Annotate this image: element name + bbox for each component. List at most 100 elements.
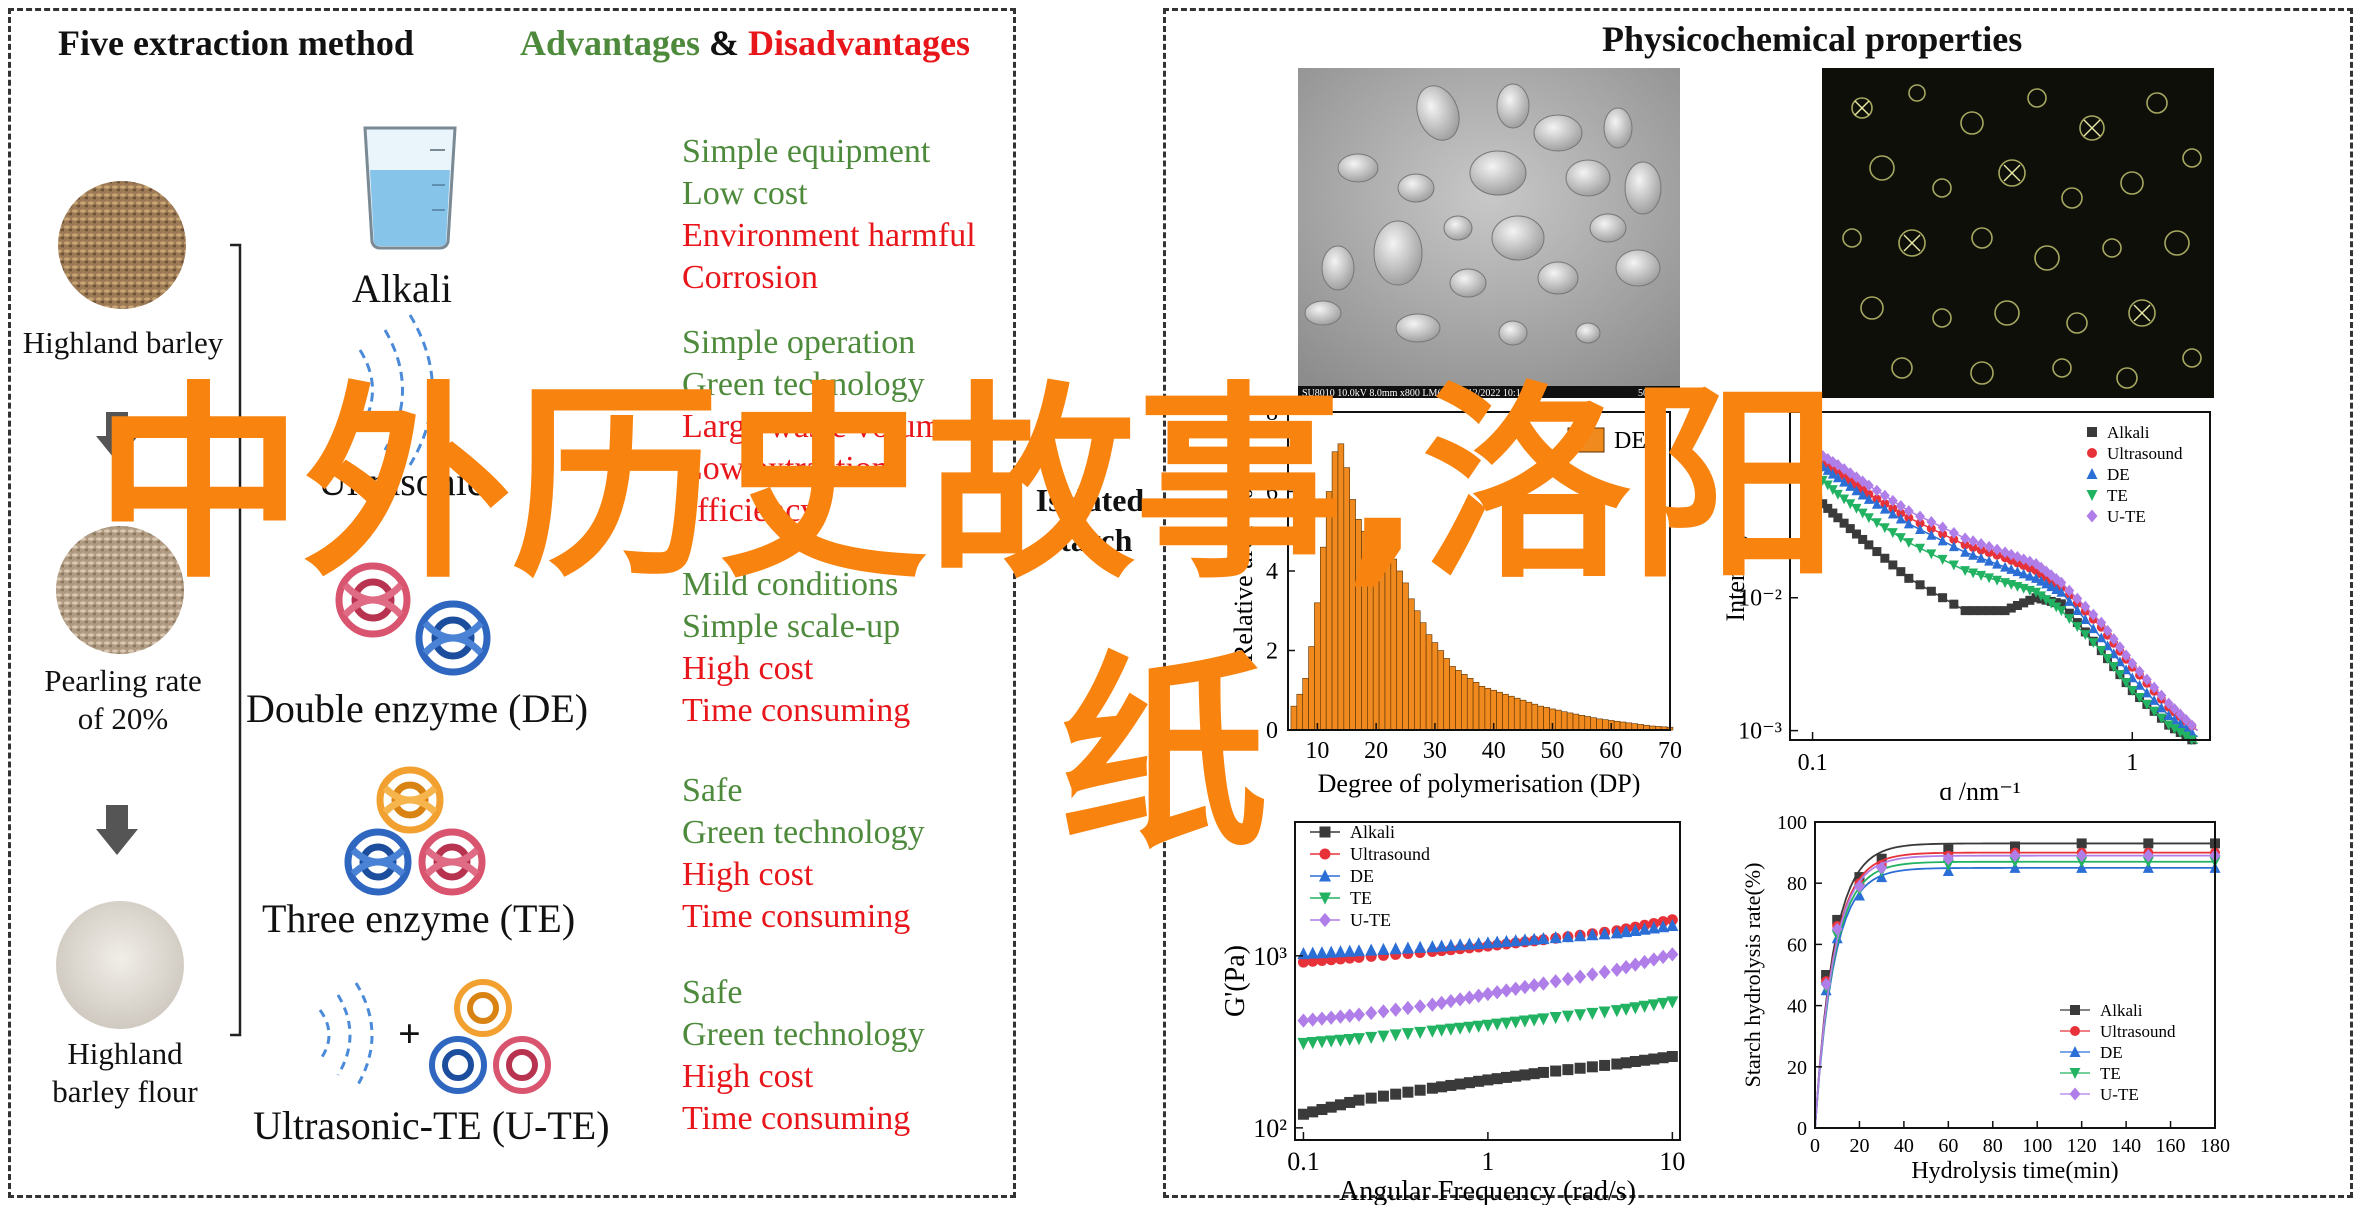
legend-label: TE xyxy=(2107,486,2128,505)
x-tick-label: 120 xyxy=(2067,1135,2097,1157)
saxs-point xyxy=(2096,616,2107,629)
saxs-point xyxy=(1984,548,1994,558)
saxs-point xyxy=(2041,578,2052,589)
saxs-point xyxy=(1871,518,1882,529)
rheology-point xyxy=(1518,933,1531,946)
rheology-point xyxy=(1537,976,1550,991)
y-axis-label: Relative area (%) xyxy=(1230,480,1258,662)
sample-label-pearling-rate: Pearling rate of 20% xyxy=(44,663,202,736)
dp-bar xyxy=(1508,695,1515,731)
saxs-point xyxy=(1992,558,2003,569)
rheology-point xyxy=(1481,986,1494,1002)
saxs-point xyxy=(2088,638,2099,649)
y-tick-label: 20 xyxy=(1787,1057,1807,1079)
dp-bar xyxy=(1578,714,1586,731)
dp-bar xyxy=(1513,697,1521,731)
rheology-point xyxy=(1389,1029,1402,1042)
rheology-point xyxy=(1444,1023,1457,1036)
saxs-point xyxy=(1887,494,1898,507)
saxs-point xyxy=(1904,513,1914,523)
rheology-point xyxy=(1528,932,1541,945)
rheology-point xyxy=(1528,1068,1540,1080)
saxs-point xyxy=(1858,534,1868,544)
saxs-point xyxy=(1833,513,1843,523)
y-tick-label: 10² xyxy=(1253,1114,1287,1143)
hydrolysis-point xyxy=(2076,838,2087,849)
rheology-point xyxy=(1611,1058,1623,1070)
plot-frame xyxy=(1789,411,2211,741)
saxs-point xyxy=(1968,549,1979,560)
rheology-point xyxy=(1629,923,1642,936)
adv-disadv-legend: Advantages & Disadvantages xyxy=(520,22,970,64)
rheology-point xyxy=(1334,945,1347,958)
rheology-point xyxy=(1666,996,1679,1009)
method-label-ultrasonic: Ultrasonic xyxy=(318,459,485,504)
saxs-point xyxy=(2181,713,2191,726)
rheology-point xyxy=(1297,1037,1310,1050)
rheology-point xyxy=(1481,1019,1494,1032)
barley-flour-image xyxy=(56,901,184,1029)
hydrolysis-point xyxy=(1854,872,1865,883)
rheology-point xyxy=(1390,1088,1402,1100)
features-alkali: Simple equipment Low cost Environment ha… xyxy=(682,133,976,296)
saxs-point xyxy=(1807,466,1818,477)
saxs-point xyxy=(1915,524,1926,535)
saxs-point xyxy=(2051,584,2062,594)
saxs-point xyxy=(2114,670,2125,681)
saxs-point xyxy=(1915,518,1925,528)
legend-label: Ultrasound xyxy=(2107,444,2183,463)
saxs-point xyxy=(1926,524,1936,534)
saxs-point xyxy=(2064,614,2075,625)
rheology-point xyxy=(1401,1000,1414,1016)
sample-label-barley-flour: Highland barley flour xyxy=(52,1036,198,1109)
saxs-point xyxy=(1915,543,1926,554)
saxs-point xyxy=(1880,553,1890,563)
legend-marker xyxy=(2070,1005,2080,1015)
dp-bar xyxy=(1555,709,1562,731)
saxs-point xyxy=(2024,570,2035,581)
hydrolysis-point xyxy=(1853,879,1865,893)
hydrolysis-point xyxy=(2143,838,2154,849)
saxs-point xyxy=(1879,503,1890,514)
saxs-point xyxy=(1871,498,1882,509)
dp-bar xyxy=(1455,670,1462,731)
saxs-point xyxy=(1872,547,1882,557)
hydrolysis-point xyxy=(1832,914,1843,925)
saxs-point xyxy=(1845,481,1856,491)
rheology-point xyxy=(1657,1052,1669,1064)
legend-marker xyxy=(2087,427,2097,437)
rheology-point xyxy=(1334,1009,1347,1024)
rheology-point xyxy=(1325,1101,1337,1113)
saxs-point xyxy=(1960,540,1970,550)
saxs-point xyxy=(1895,513,1906,524)
rheology-point xyxy=(1297,1108,1309,1120)
saxs-point xyxy=(2088,623,2099,634)
rheology-point xyxy=(1365,1005,1378,1021)
x-tick-label: 70 xyxy=(1658,738,1682,764)
rheology-point xyxy=(1472,988,1485,1003)
saxs-point xyxy=(1903,518,1914,529)
dp-bar xyxy=(1566,712,1574,731)
saxs-point xyxy=(2072,592,2083,605)
rheology-point xyxy=(1666,947,1679,962)
rheology-point xyxy=(1638,1000,1651,1013)
saxs-point xyxy=(2064,595,2075,606)
rheology-point xyxy=(1550,1065,1562,1077)
rheology-point xyxy=(1306,1037,1319,1050)
rheology-point xyxy=(1491,1073,1503,1085)
rheology-point xyxy=(1463,1077,1475,1089)
rheology-point xyxy=(1344,1096,1356,1108)
rheology-point xyxy=(1389,1002,1402,1017)
rheology-point xyxy=(1528,978,1541,993)
rheology-point xyxy=(1500,983,1513,998)
hydrolysis-fit-line xyxy=(1814,860,2215,1129)
saxs-point xyxy=(2149,694,2160,705)
rheology-point xyxy=(1666,918,1679,932)
saxs-point xyxy=(1851,485,1862,496)
rheology-point xyxy=(1620,1057,1632,1069)
method-label-alkali: Alkali xyxy=(352,266,452,311)
rheology-point xyxy=(1435,1024,1448,1037)
saxs-point xyxy=(1823,503,1833,513)
saxs-point xyxy=(2000,606,2010,616)
saxs-point xyxy=(2046,598,2057,609)
